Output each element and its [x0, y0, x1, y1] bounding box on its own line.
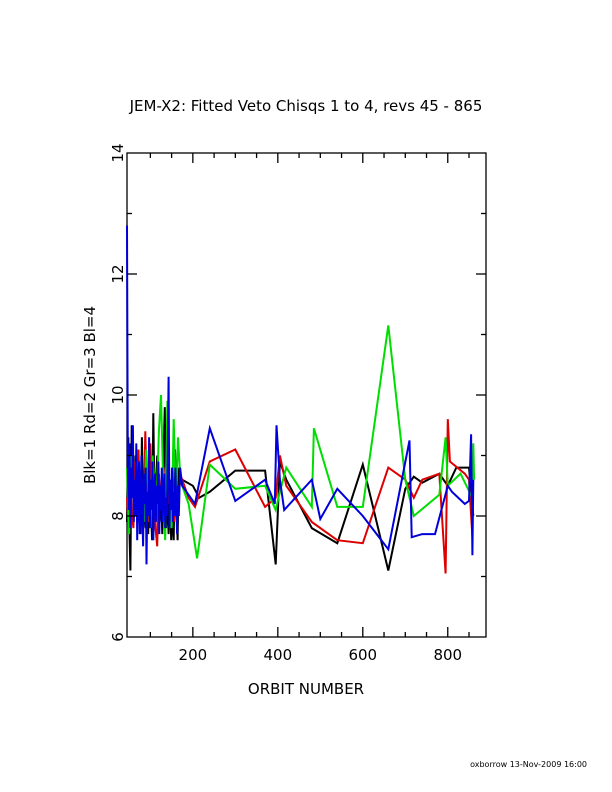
x-tick-label: 200 — [179, 646, 208, 664]
series-line-3 — [126, 325, 476, 559]
x-axis-label: ORBIT NUMBER — [248, 680, 364, 698]
series-group — [126, 225, 476, 574]
y-tick-label: 12 — [109, 264, 127, 283]
footer-credit: oxborrow 13-Nov-2009 16:00 — [470, 760, 587, 769]
y-tick-label: 8 — [109, 511, 127, 521]
y-tick-label: 6 — [109, 632, 127, 642]
y-axis-label: Blk=1 Rd=2 Gr=3 Bl=4 — [81, 306, 99, 484]
ticks-group: 200 400 600 800 6 8 10 12 14 — [109, 143, 486, 664]
chart-title: JEM-X2: Fitted Veto Chisqs 1 to 4, revs … — [129, 97, 483, 115]
plot-area — [126, 152, 487, 638]
y-tick-label: 14 — [109, 143, 127, 162]
series-line-4 — [126, 225, 475, 565]
x-tick-label: 800 — [433, 646, 462, 664]
plot-frame — [126, 152, 487, 638]
y-tick-label: 10 — [109, 385, 127, 404]
x-tick-label: 400 — [264, 646, 293, 664]
x-tick-label: 600 — [348, 646, 377, 664]
